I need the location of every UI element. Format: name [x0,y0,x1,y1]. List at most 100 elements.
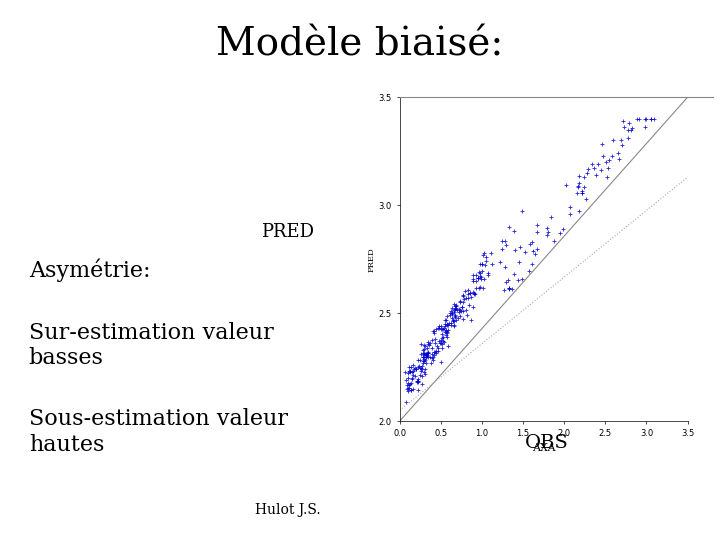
Point [593,159,604,168]
Point [477,260,488,269]
Point [420,349,432,358]
Point [438,323,450,332]
Point [449,306,460,314]
Point [422,338,433,347]
Point [572,182,584,191]
Point [573,207,585,215]
Point [472,274,484,282]
Point [445,319,456,328]
Point [412,376,423,385]
Point [423,348,434,356]
Point [420,359,431,368]
Point [639,122,651,131]
Point [541,230,552,239]
Point [460,294,472,303]
Point [482,268,493,277]
Point [474,260,486,268]
Point [440,330,451,339]
Point [531,228,543,237]
Point [622,134,634,143]
Point [405,367,416,375]
Point [414,364,426,373]
Point [465,293,477,302]
Point [477,251,489,260]
Point [441,321,453,329]
Point [449,317,460,326]
Text: PRED: PRED [261,223,315,241]
Point [441,328,453,337]
Point [454,312,466,321]
Point [479,274,490,283]
Point [449,305,460,314]
Point [402,374,413,382]
Point [433,343,444,352]
Point [509,246,521,255]
Point [508,227,520,235]
Point [422,344,433,353]
Point [418,368,429,377]
Point [457,307,469,316]
Point [480,260,491,269]
Point [423,341,435,349]
Point [413,377,424,386]
Point [485,248,497,257]
Point [441,327,453,336]
Point [419,356,431,364]
Point [449,301,461,310]
Point [426,353,438,362]
Point [428,351,440,360]
Point [503,284,515,293]
Point [436,339,447,348]
Text: Hulot J.S.: Hulot J.S. [255,503,321,517]
Point [640,114,652,123]
Point [417,357,428,366]
Point [464,288,476,297]
Point [405,362,416,371]
Point [476,260,487,268]
Point [624,118,635,127]
Point [420,350,431,359]
Point [420,350,431,359]
Point [431,324,442,333]
Point [402,383,413,392]
Point [428,327,439,335]
Point [419,364,431,373]
Point [450,303,462,312]
Point [460,306,472,314]
Point [403,384,415,393]
Point [451,306,463,314]
Point [415,356,426,364]
Point [412,386,423,394]
Point [426,350,438,359]
Point [402,387,413,396]
Point [424,353,436,361]
Point [467,288,479,296]
Point [440,315,451,324]
Point [423,348,434,357]
Point [454,298,466,306]
Point [446,320,457,329]
Point [416,362,428,370]
Point [440,327,451,336]
Point [467,275,479,284]
Point [529,249,541,258]
Point [437,325,449,334]
Point [406,375,418,384]
Point [415,340,427,348]
Point [418,359,429,367]
Point [444,310,456,319]
Point [475,273,487,282]
Point [440,326,451,334]
Point [451,314,463,323]
Point [439,320,451,328]
Point [427,356,438,364]
Point [447,317,459,326]
Point [626,123,637,132]
Point [439,316,451,325]
Point [482,271,494,280]
Point [578,183,590,191]
Point [618,116,629,125]
Point [426,336,437,345]
Point [422,340,433,348]
Point [454,307,465,316]
